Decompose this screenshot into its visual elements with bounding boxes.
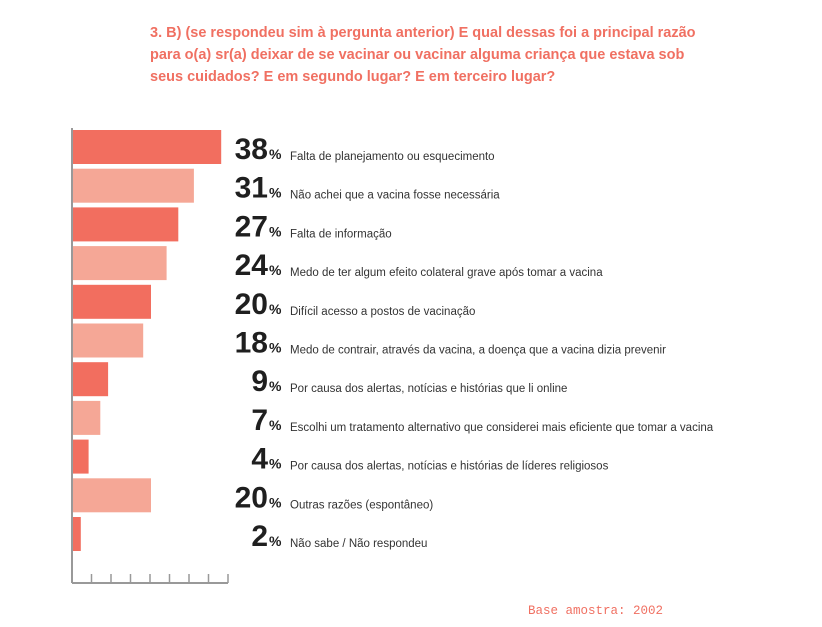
percent-sign: %: [269, 185, 282, 201]
value-label: 31: [235, 172, 268, 205]
bar: [73, 323, 144, 358]
category-label: Não sabe / Não respondeu: [290, 538, 427, 550]
value-label: 7: [251, 404, 268, 437]
category-label: Medo de contrair, através da vacina, a d…: [290, 345, 666, 357]
percent-sign: %: [269, 262, 282, 278]
percent-sign: %: [269, 456, 282, 472]
bar: [73, 517, 81, 551]
value-label: 18: [235, 327, 268, 360]
value-label: 38: [235, 133, 268, 166]
bar: [73, 207, 179, 242]
bar: [73, 168, 194, 203]
value-label: 27: [235, 210, 268, 243]
percent-sign: %: [269, 340, 282, 356]
percent-sign: %: [269, 301, 282, 317]
bar: [73, 478, 151, 513]
bar: [73, 439, 89, 474]
percent-sign: %: [269, 494, 282, 510]
category-label: Difícil acesso a postos de vacinação: [290, 306, 475, 318]
value-label: 9: [251, 365, 268, 398]
percent-sign: %: [269, 146, 282, 162]
bar: [73, 400, 101, 435]
chart-title: 3. B) (se respondeu sim à pergunta anter…: [150, 25, 696, 85]
value-label: 2: [251, 520, 268, 553]
percent-sign: %: [269, 417, 282, 433]
category-label: Não achei que a vacina fosse necessária: [290, 190, 500, 202]
percent-sign: %: [269, 378, 282, 394]
value-label: 4: [251, 443, 268, 476]
bar: [73, 130, 222, 164]
category-label: Escolhi um tratamento alternativo que co…: [290, 422, 714, 434]
bar: [73, 246, 167, 281]
category-label: Falta de planejamento ou esquecimento: [290, 151, 495, 163]
percent-sign: %: [269, 533, 282, 549]
percent-sign: %: [269, 223, 282, 239]
value-label: 20: [235, 288, 268, 321]
value-label: 24: [235, 249, 269, 282]
category-label: Outras razões (espontâneo): [290, 499, 433, 511]
value-label: 20: [235, 481, 268, 514]
category-label: Falta de informação: [290, 228, 392, 240]
category-label: Medo de ter algum efeito colateral grave…: [290, 267, 603, 279]
category-label: Por causa dos alertas, notícias e histór…: [290, 461, 609, 473]
bar: [73, 362, 109, 397]
category-label: Por causa dos alertas, notícias e histór…: [290, 383, 567, 395]
sample-base-note: Base amostra: 2002: [528, 604, 664, 618]
bar: [73, 284, 151, 319]
